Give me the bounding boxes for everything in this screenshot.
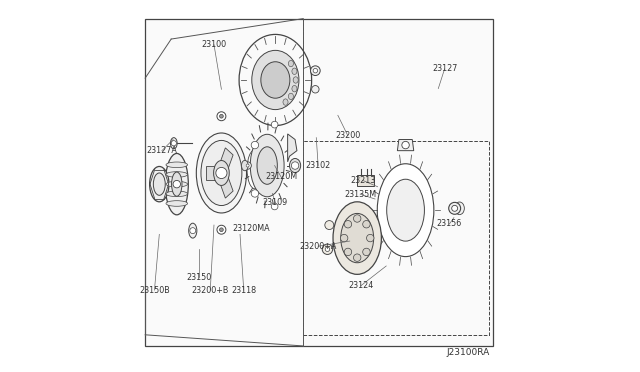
Ellipse shape bbox=[166, 182, 188, 187]
Circle shape bbox=[271, 203, 278, 210]
Circle shape bbox=[291, 162, 299, 169]
Circle shape bbox=[244, 162, 252, 169]
Circle shape bbox=[353, 215, 361, 222]
Ellipse shape bbox=[189, 223, 197, 238]
Text: 23100: 23100 bbox=[202, 40, 227, 49]
Ellipse shape bbox=[154, 173, 165, 195]
Text: 23135M: 23135M bbox=[344, 190, 376, 199]
Ellipse shape bbox=[292, 68, 297, 74]
Circle shape bbox=[217, 112, 226, 121]
Ellipse shape bbox=[201, 141, 242, 205]
Ellipse shape bbox=[369, 151, 442, 270]
Ellipse shape bbox=[454, 202, 465, 215]
Circle shape bbox=[353, 254, 361, 262]
Circle shape bbox=[363, 221, 370, 228]
Circle shape bbox=[310, 66, 320, 76]
Text: 23102: 23102 bbox=[305, 161, 331, 170]
Ellipse shape bbox=[289, 60, 294, 67]
Ellipse shape bbox=[377, 164, 434, 257]
Text: 23109: 23109 bbox=[263, 198, 288, 207]
Polygon shape bbox=[397, 140, 413, 151]
Text: 23200: 23200 bbox=[335, 131, 360, 140]
Polygon shape bbox=[212, 111, 231, 124]
Text: 23118: 23118 bbox=[231, 286, 256, 295]
Polygon shape bbox=[357, 175, 374, 186]
Text: 23200+A: 23200+A bbox=[300, 242, 337, 251]
Ellipse shape bbox=[166, 201, 188, 206]
Ellipse shape bbox=[292, 86, 297, 92]
Circle shape bbox=[216, 167, 227, 179]
Ellipse shape bbox=[170, 138, 177, 149]
Ellipse shape bbox=[165, 153, 188, 215]
Text: 23150: 23150 bbox=[186, 273, 212, 282]
Circle shape bbox=[363, 248, 370, 256]
Ellipse shape bbox=[257, 147, 277, 184]
Ellipse shape bbox=[250, 134, 284, 197]
Ellipse shape bbox=[239, 35, 312, 126]
Circle shape bbox=[173, 180, 180, 188]
Text: 23120MA: 23120MA bbox=[232, 224, 270, 233]
Circle shape bbox=[271, 121, 278, 128]
Circle shape bbox=[251, 141, 259, 149]
Ellipse shape bbox=[166, 162, 188, 167]
Text: 23120M: 23120M bbox=[265, 172, 297, 181]
Circle shape bbox=[367, 234, 374, 242]
Ellipse shape bbox=[196, 133, 246, 213]
Polygon shape bbox=[287, 134, 297, 162]
Circle shape bbox=[246, 164, 249, 167]
Ellipse shape bbox=[241, 160, 248, 171]
Ellipse shape bbox=[243, 121, 291, 210]
Ellipse shape bbox=[340, 214, 374, 263]
Circle shape bbox=[190, 228, 196, 234]
Polygon shape bbox=[212, 222, 231, 235]
Ellipse shape bbox=[150, 167, 169, 202]
Circle shape bbox=[220, 228, 223, 231]
Text: 23127A: 23127A bbox=[147, 146, 177, 155]
Circle shape bbox=[325, 247, 330, 251]
Ellipse shape bbox=[333, 202, 381, 275]
Text: 23150B: 23150B bbox=[139, 286, 170, 295]
Polygon shape bbox=[145, 19, 493, 346]
Circle shape bbox=[344, 248, 352, 256]
Ellipse shape bbox=[166, 191, 188, 196]
Circle shape bbox=[325, 221, 334, 230]
Circle shape bbox=[402, 141, 410, 149]
Ellipse shape bbox=[261, 62, 290, 98]
Circle shape bbox=[340, 234, 348, 242]
Text: 23156: 23156 bbox=[437, 219, 462, 228]
Text: 23213: 23213 bbox=[350, 176, 376, 185]
Text: 23200+B: 23200+B bbox=[191, 286, 229, 295]
Ellipse shape bbox=[289, 93, 294, 100]
Circle shape bbox=[312, 86, 319, 93]
Ellipse shape bbox=[166, 171, 188, 177]
Polygon shape bbox=[206, 166, 227, 180]
Ellipse shape bbox=[252, 50, 299, 110]
Text: 23127: 23127 bbox=[432, 64, 458, 73]
Ellipse shape bbox=[289, 158, 301, 173]
Text: 23124: 23124 bbox=[348, 281, 374, 290]
Circle shape bbox=[172, 141, 177, 146]
Polygon shape bbox=[191, 124, 252, 222]
Circle shape bbox=[452, 205, 458, 211]
Circle shape bbox=[344, 221, 352, 228]
Text: J23100RA: J23100RA bbox=[446, 348, 489, 357]
Circle shape bbox=[251, 190, 259, 197]
Ellipse shape bbox=[214, 161, 229, 185]
Ellipse shape bbox=[387, 179, 424, 241]
Circle shape bbox=[322, 244, 333, 254]
Ellipse shape bbox=[283, 99, 288, 105]
Ellipse shape bbox=[172, 172, 182, 196]
Ellipse shape bbox=[293, 77, 298, 83]
Circle shape bbox=[313, 68, 317, 73]
Circle shape bbox=[449, 202, 461, 214]
Polygon shape bbox=[214, 148, 233, 185]
Ellipse shape bbox=[247, 150, 262, 189]
Polygon shape bbox=[214, 161, 233, 198]
Circle shape bbox=[220, 115, 223, 118]
Ellipse shape bbox=[243, 141, 267, 198]
Circle shape bbox=[217, 225, 226, 234]
